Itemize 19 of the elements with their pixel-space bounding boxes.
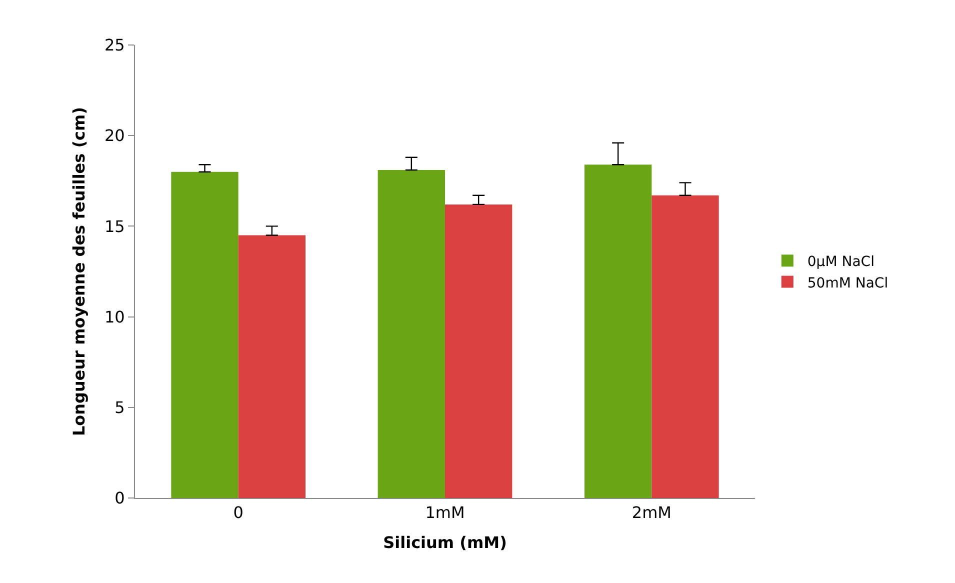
bar xyxy=(238,235,306,498)
y-tick-label: 0 xyxy=(114,488,125,508)
bar xyxy=(652,195,719,498)
y-tick-label: 5 xyxy=(114,398,125,417)
y-axis-title: Longueur moyenne des feuilles (cm) xyxy=(69,106,88,436)
bar xyxy=(584,164,652,498)
y-tick-label: 10 xyxy=(104,307,125,326)
bar xyxy=(378,170,445,498)
bar xyxy=(445,204,512,498)
x-tick-label: 2mM xyxy=(632,503,672,522)
x-axis-title: Silicium (mM) xyxy=(383,532,507,552)
x-tick-label: 1mM xyxy=(425,503,465,522)
bar xyxy=(171,172,238,498)
y-tick-label: 25 xyxy=(104,36,125,55)
legend-label: 0µM NaCl xyxy=(807,254,874,270)
legend-label: 50mM NaCl xyxy=(807,275,888,292)
y-tick-label: 15 xyxy=(104,216,125,236)
x-tick-label: 0 xyxy=(233,503,244,522)
y-tick-label: 20 xyxy=(104,126,125,146)
